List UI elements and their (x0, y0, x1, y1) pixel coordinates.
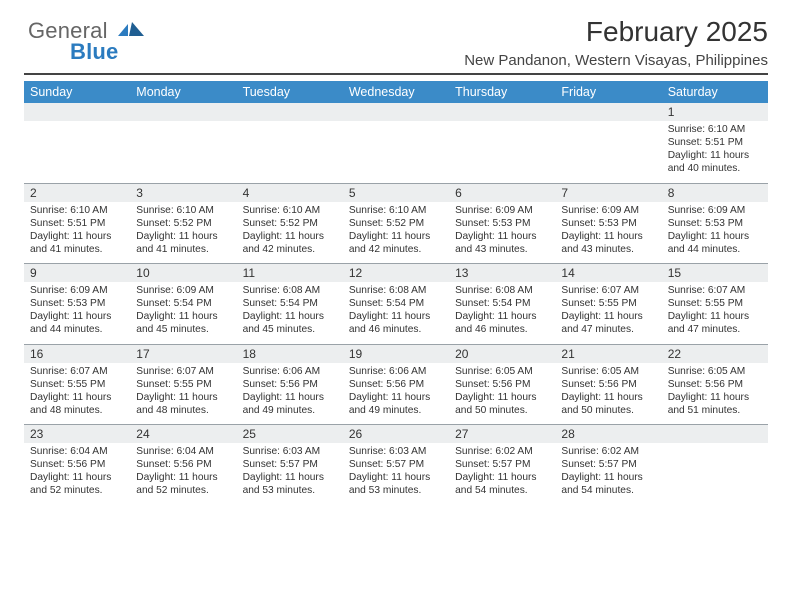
day-data-cell: Sunrise: 6:05 AMSunset: 5:56 PMDaylight:… (662, 363, 768, 425)
day-number-cell: 14 (555, 264, 661, 283)
day-data-cell: Sunrise: 6:10 AMSunset: 5:52 PMDaylight:… (237, 202, 343, 264)
day-number-cell: 24 (130, 425, 236, 444)
day-data-cell: Sunrise: 6:07 AMSunset: 5:55 PMDaylight:… (555, 282, 661, 344)
day-number-cell (555, 103, 661, 121)
calendar-page: General Blue February 2025 New Pandanon,… (0, 0, 792, 612)
day-number-cell: 21 (555, 344, 661, 363)
day-number-cell: 25 (237, 425, 343, 444)
day-data-cell: Sunrise: 6:03 AMSunset: 5:57 PMDaylight:… (237, 443, 343, 505)
day-data-cell (237, 121, 343, 183)
day-data-cell (662, 443, 768, 505)
day-number-cell: 26 (343, 425, 449, 444)
day-number-cell (24, 103, 130, 121)
day-data-cell: Sunrise: 6:09 AMSunset: 5:53 PMDaylight:… (449, 202, 555, 264)
day-number-cell: 15 (662, 264, 768, 283)
day-data-cell: Sunrise: 6:05 AMSunset: 5:56 PMDaylight:… (555, 363, 661, 425)
logo-text: General Blue (28, 18, 144, 62)
day-number-cell (449, 103, 555, 121)
logo: General Blue (28, 18, 144, 62)
day-number-row: 2345678 (24, 183, 768, 202)
day-number-cell: 13 (449, 264, 555, 283)
day-data-row: Sunrise: 6:09 AMSunset: 5:53 PMDaylight:… (24, 282, 768, 344)
day-data-cell: Sunrise: 6:07 AMSunset: 5:55 PMDaylight:… (24, 363, 130, 425)
day-data-cell: Sunrise: 6:10 AMSunset: 5:52 PMDaylight:… (343, 202, 449, 264)
day-number-cell: 6 (449, 183, 555, 202)
logo-mark-icon (118, 22, 144, 38)
day-number-cell: 17 (130, 344, 236, 363)
day-data-cell: Sunrise: 6:04 AMSunset: 5:56 PMDaylight:… (130, 443, 236, 505)
day-number-cell: 7 (555, 183, 661, 202)
day-number-row: 9101112131415 (24, 264, 768, 283)
day-data-row: Sunrise: 6:10 AMSunset: 5:51 PMDaylight:… (24, 121, 768, 183)
day-number-cell: 8 (662, 183, 768, 202)
day-number-cell: 23 (24, 425, 130, 444)
day-data-cell: Sunrise: 6:07 AMSunset: 5:55 PMDaylight:… (662, 282, 768, 344)
weekday-header: Monday (130, 81, 236, 103)
day-number-cell: 19 (343, 344, 449, 363)
day-data-cell: Sunrise: 6:05 AMSunset: 5:56 PMDaylight:… (449, 363, 555, 425)
day-number-cell: 2 (24, 183, 130, 202)
day-data-cell (24, 121, 130, 183)
day-data-cell: Sunrise: 6:03 AMSunset: 5:57 PMDaylight:… (343, 443, 449, 505)
day-data-cell: Sunrise: 6:09 AMSunset: 5:54 PMDaylight:… (130, 282, 236, 344)
day-data-cell: Sunrise: 6:06 AMSunset: 5:56 PMDaylight:… (237, 363, 343, 425)
day-number-cell (343, 103, 449, 121)
day-number-cell: 12 (343, 264, 449, 283)
day-data-row: Sunrise: 6:04 AMSunset: 5:56 PMDaylight:… (24, 443, 768, 505)
day-data-cell: Sunrise: 6:06 AMSunset: 5:56 PMDaylight:… (343, 363, 449, 425)
day-number-cell: 9 (24, 264, 130, 283)
weekday-header: Saturday (662, 81, 768, 103)
day-data-cell: Sunrise: 6:02 AMSunset: 5:57 PMDaylight:… (555, 443, 661, 505)
day-data-cell (555, 121, 661, 183)
day-data-cell (343, 121, 449, 183)
weekday-header: Sunday (24, 81, 130, 103)
day-number-row: 1 (24, 103, 768, 121)
day-number-cell: 20 (449, 344, 555, 363)
day-number-cell (237, 103, 343, 121)
weekday-header: Tuesday (237, 81, 343, 103)
day-number-cell: 28 (555, 425, 661, 444)
day-data-cell (449, 121, 555, 183)
day-number-row: 16171819202122 (24, 344, 768, 363)
day-number-cell: 18 (237, 344, 343, 363)
day-data-cell: Sunrise: 6:07 AMSunset: 5:55 PMDaylight:… (130, 363, 236, 425)
day-data-cell: Sunrise: 6:10 AMSunset: 5:51 PMDaylight:… (662, 121, 768, 183)
day-number-cell: 16 (24, 344, 130, 363)
day-data-cell: Sunrise: 6:02 AMSunset: 5:57 PMDaylight:… (449, 443, 555, 505)
day-data-cell: Sunrise: 6:10 AMSunset: 5:51 PMDaylight:… (24, 202, 130, 264)
day-data-cell: Sunrise: 6:08 AMSunset: 5:54 PMDaylight:… (449, 282, 555, 344)
day-number-cell: 4 (237, 183, 343, 202)
day-data-cell: Sunrise: 6:10 AMSunset: 5:52 PMDaylight:… (130, 202, 236, 264)
day-data-cell: Sunrise: 6:08 AMSunset: 5:54 PMDaylight:… (343, 282, 449, 344)
day-data-cell: Sunrise: 6:09 AMSunset: 5:53 PMDaylight:… (24, 282, 130, 344)
day-number-cell (130, 103, 236, 121)
day-number-cell: 22 (662, 344, 768, 363)
day-data-cell: Sunrise: 6:04 AMSunset: 5:56 PMDaylight:… (24, 443, 130, 505)
day-number-row: 232425262728 (24, 425, 768, 444)
day-data-row: Sunrise: 6:10 AMSunset: 5:51 PMDaylight:… (24, 202, 768, 264)
day-data-cell: Sunrise: 6:08 AMSunset: 5:54 PMDaylight:… (237, 282, 343, 344)
day-number-cell: 5 (343, 183, 449, 202)
weekday-header: Thursday (449, 81, 555, 103)
calendar-body: 1Sunrise: 6:10 AMSunset: 5:51 PMDaylight… (24, 103, 768, 505)
day-number-cell: 3 (130, 183, 236, 202)
calendar-table: Sunday Monday Tuesday Wednesday Thursday… (24, 81, 768, 505)
weekday-header: Friday (555, 81, 661, 103)
logo-word-blue: Blue (70, 42, 144, 62)
day-number-cell: 1 (662, 103, 768, 121)
day-data-row: Sunrise: 6:07 AMSunset: 5:55 PMDaylight:… (24, 363, 768, 425)
day-number-cell: 11 (237, 264, 343, 283)
day-data-cell: Sunrise: 6:09 AMSunset: 5:53 PMDaylight:… (662, 202, 768, 264)
day-number-cell: 27 (449, 425, 555, 444)
day-data-cell: Sunrise: 6:09 AMSunset: 5:53 PMDaylight:… (555, 202, 661, 264)
day-number-cell (662, 425, 768, 444)
day-number-cell: 10 (130, 264, 236, 283)
day-data-cell (130, 121, 236, 183)
weekday-header: Wednesday (343, 81, 449, 103)
calendar-header-row: Sunday Monday Tuesday Wednesday Thursday… (24, 81, 768, 103)
